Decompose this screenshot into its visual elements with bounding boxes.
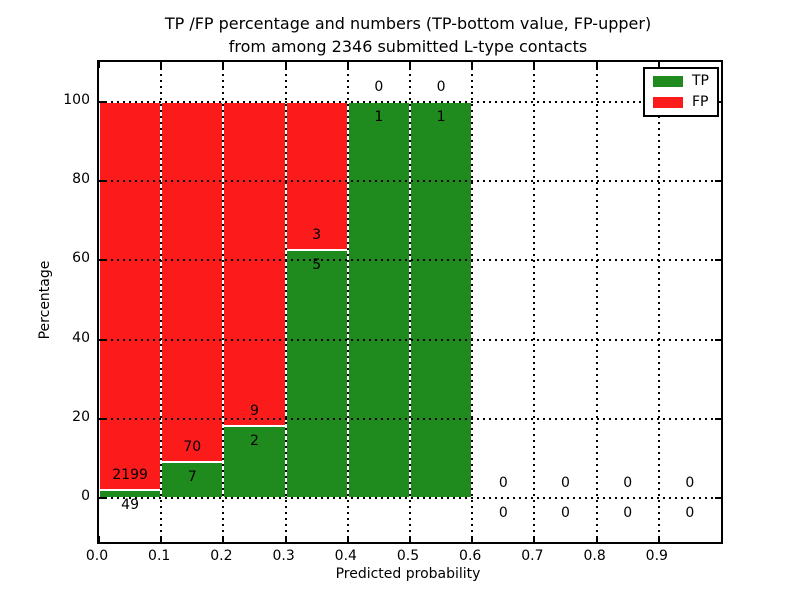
x-tick-mark	[409, 62, 411, 68]
tp-bar-segment	[285, 250, 348, 499]
x-tick-mark	[471, 536, 474, 542]
x-tick-mark	[346, 62, 349, 68]
y-tick-mark	[99, 180, 105, 182]
gridline-vertical	[533, 62, 536, 542]
y-tick-mark	[715, 418, 721, 421]
tp-count-label: 1	[374, 108, 384, 125]
x-tick-label: 0.7	[521, 548, 544, 564]
fp-count-label: 0	[436, 78, 446, 95]
y-tick-mark	[99, 338, 105, 341]
y-tick-label: 40	[72, 329, 90, 346]
x-axis-label: Predicted probability	[335, 566, 481, 582]
x-tick-label: 0.0	[85, 548, 109, 564]
fp-count-label: 0	[498, 475, 508, 492]
tp-bar-segment	[347, 101, 410, 499]
legend-label-tp: TP	[692, 73, 709, 89]
x-tick-mark	[284, 536, 287, 542]
gridline-vertical	[409, 62, 411, 542]
fp-count-label: 0	[561, 475, 570, 492]
tp-count-label: 0	[685, 505, 695, 522]
fp-bar-segment	[223, 101, 286, 427]
legend-label-fp: FP	[692, 94, 709, 110]
tp-count-label: 5	[312, 257, 322, 274]
fp-count-label: 9	[250, 403, 259, 420]
tp-count-label: 0	[561, 505, 570, 522]
x-tick-label: 0.6	[459, 548, 482, 564]
tp-count-label: 49	[121, 496, 140, 513]
x-tick-label: 0.2	[210, 548, 233, 564]
y-tick-mark	[99, 259, 105, 262]
y-tick-mark	[99, 418, 105, 421]
y-tick-label: 100	[63, 91, 90, 108]
fp-count-label: 0	[623, 475, 633, 492]
y-axis-label: Percentage	[37, 260, 53, 340]
tp-count-label: 7	[187, 469, 197, 486]
fp-count-label: 0	[374, 78, 384, 95]
gridline-vertical	[595, 62, 598, 542]
x-tick-label: 0.9	[645, 548, 668, 564]
gridline-vertical	[284, 62, 287, 542]
x-tick-label: 0.4	[334, 548, 357, 564]
y-tick-label: 0	[81, 488, 90, 505]
tp-count-label: 0	[498, 505, 508, 522]
y-tick-label: 20	[72, 409, 90, 426]
x-tick-mark	[160, 536, 163, 542]
legend: TP FP	[643, 67, 719, 117]
legend-swatch-tp-icon	[653, 76, 683, 87]
x-tick-mark	[160, 62, 163, 68]
gridline-vertical	[346, 62, 349, 542]
fp-count-label: 0	[685, 475, 695, 492]
x-tick-mark	[98, 536, 100, 542]
x-tick-mark	[595, 62, 598, 68]
y-tick-label: 80	[72, 171, 90, 187]
x-tick-label: 0.1	[148, 548, 171, 564]
y-tick-mark	[99, 497, 105, 500]
x-tick-mark	[346, 536, 349, 542]
fp-count-label: 3	[312, 227, 322, 244]
y-tick-mark	[99, 100, 105, 103]
tp-count-label: 2	[250, 433, 259, 450]
y-tick-mark	[715, 180, 721, 182]
chart-title-line2: from among 2346 submitted L-type contact…	[228, 37, 588, 56]
x-tick-label: 0.5	[396, 548, 420, 564]
x-tick-mark	[284, 62, 287, 68]
x-tick-mark	[657, 536, 660, 542]
legend-swatch-fp-icon	[653, 97, 683, 108]
x-tick-mark	[98, 62, 100, 68]
chart-title-line1: TP /FP percentage and numbers (TP-bottom…	[164, 14, 652, 33]
x-tick-mark	[657, 62, 660, 68]
y-tick-mark	[715, 497, 721, 500]
tp-bar-segment	[410, 101, 473, 499]
legend-entry-fp: FP	[653, 95, 709, 110]
x-tick-mark	[533, 62, 536, 68]
fp-count-label: 70	[183, 439, 202, 456]
fp-bar-segment	[99, 101, 162, 490]
y-tick-mark	[715, 259, 721, 262]
x-tick-mark	[409, 536, 411, 542]
fp-count-label: 2199	[112, 466, 148, 483]
gridline-vertical	[222, 62, 225, 542]
x-tick-mark	[222, 62, 225, 68]
gridline-vertical	[657, 62, 660, 542]
gridline-vertical	[471, 62, 474, 542]
x-tick-label: 0.3	[272, 548, 295, 564]
y-tick-label: 60	[72, 250, 90, 267]
fp-bar-segment	[161, 101, 224, 463]
legend-entry-tp: TP	[653, 74, 709, 89]
x-tick-mark	[533, 536, 536, 542]
plot-area: TP FP 2199 49 70 7 9 2 3 5 0 1 0 1 0 0 0 0 0 0 0 0	[97, 60, 723, 544]
x-tick-mark	[595, 536, 598, 542]
x-tick-label: 0.8	[583, 548, 606, 564]
y-tick-mark	[715, 338, 721, 341]
x-tick-mark	[222, 536, 225, 542]
gridline-vertical	[160, 62, 163, 542]
tp-count-label: 1	[436, 108, 446, 125]
x-tick-mark	[471, 62, 474, 68]
tp-count-label: 0	[623, 505, 633, 522]
